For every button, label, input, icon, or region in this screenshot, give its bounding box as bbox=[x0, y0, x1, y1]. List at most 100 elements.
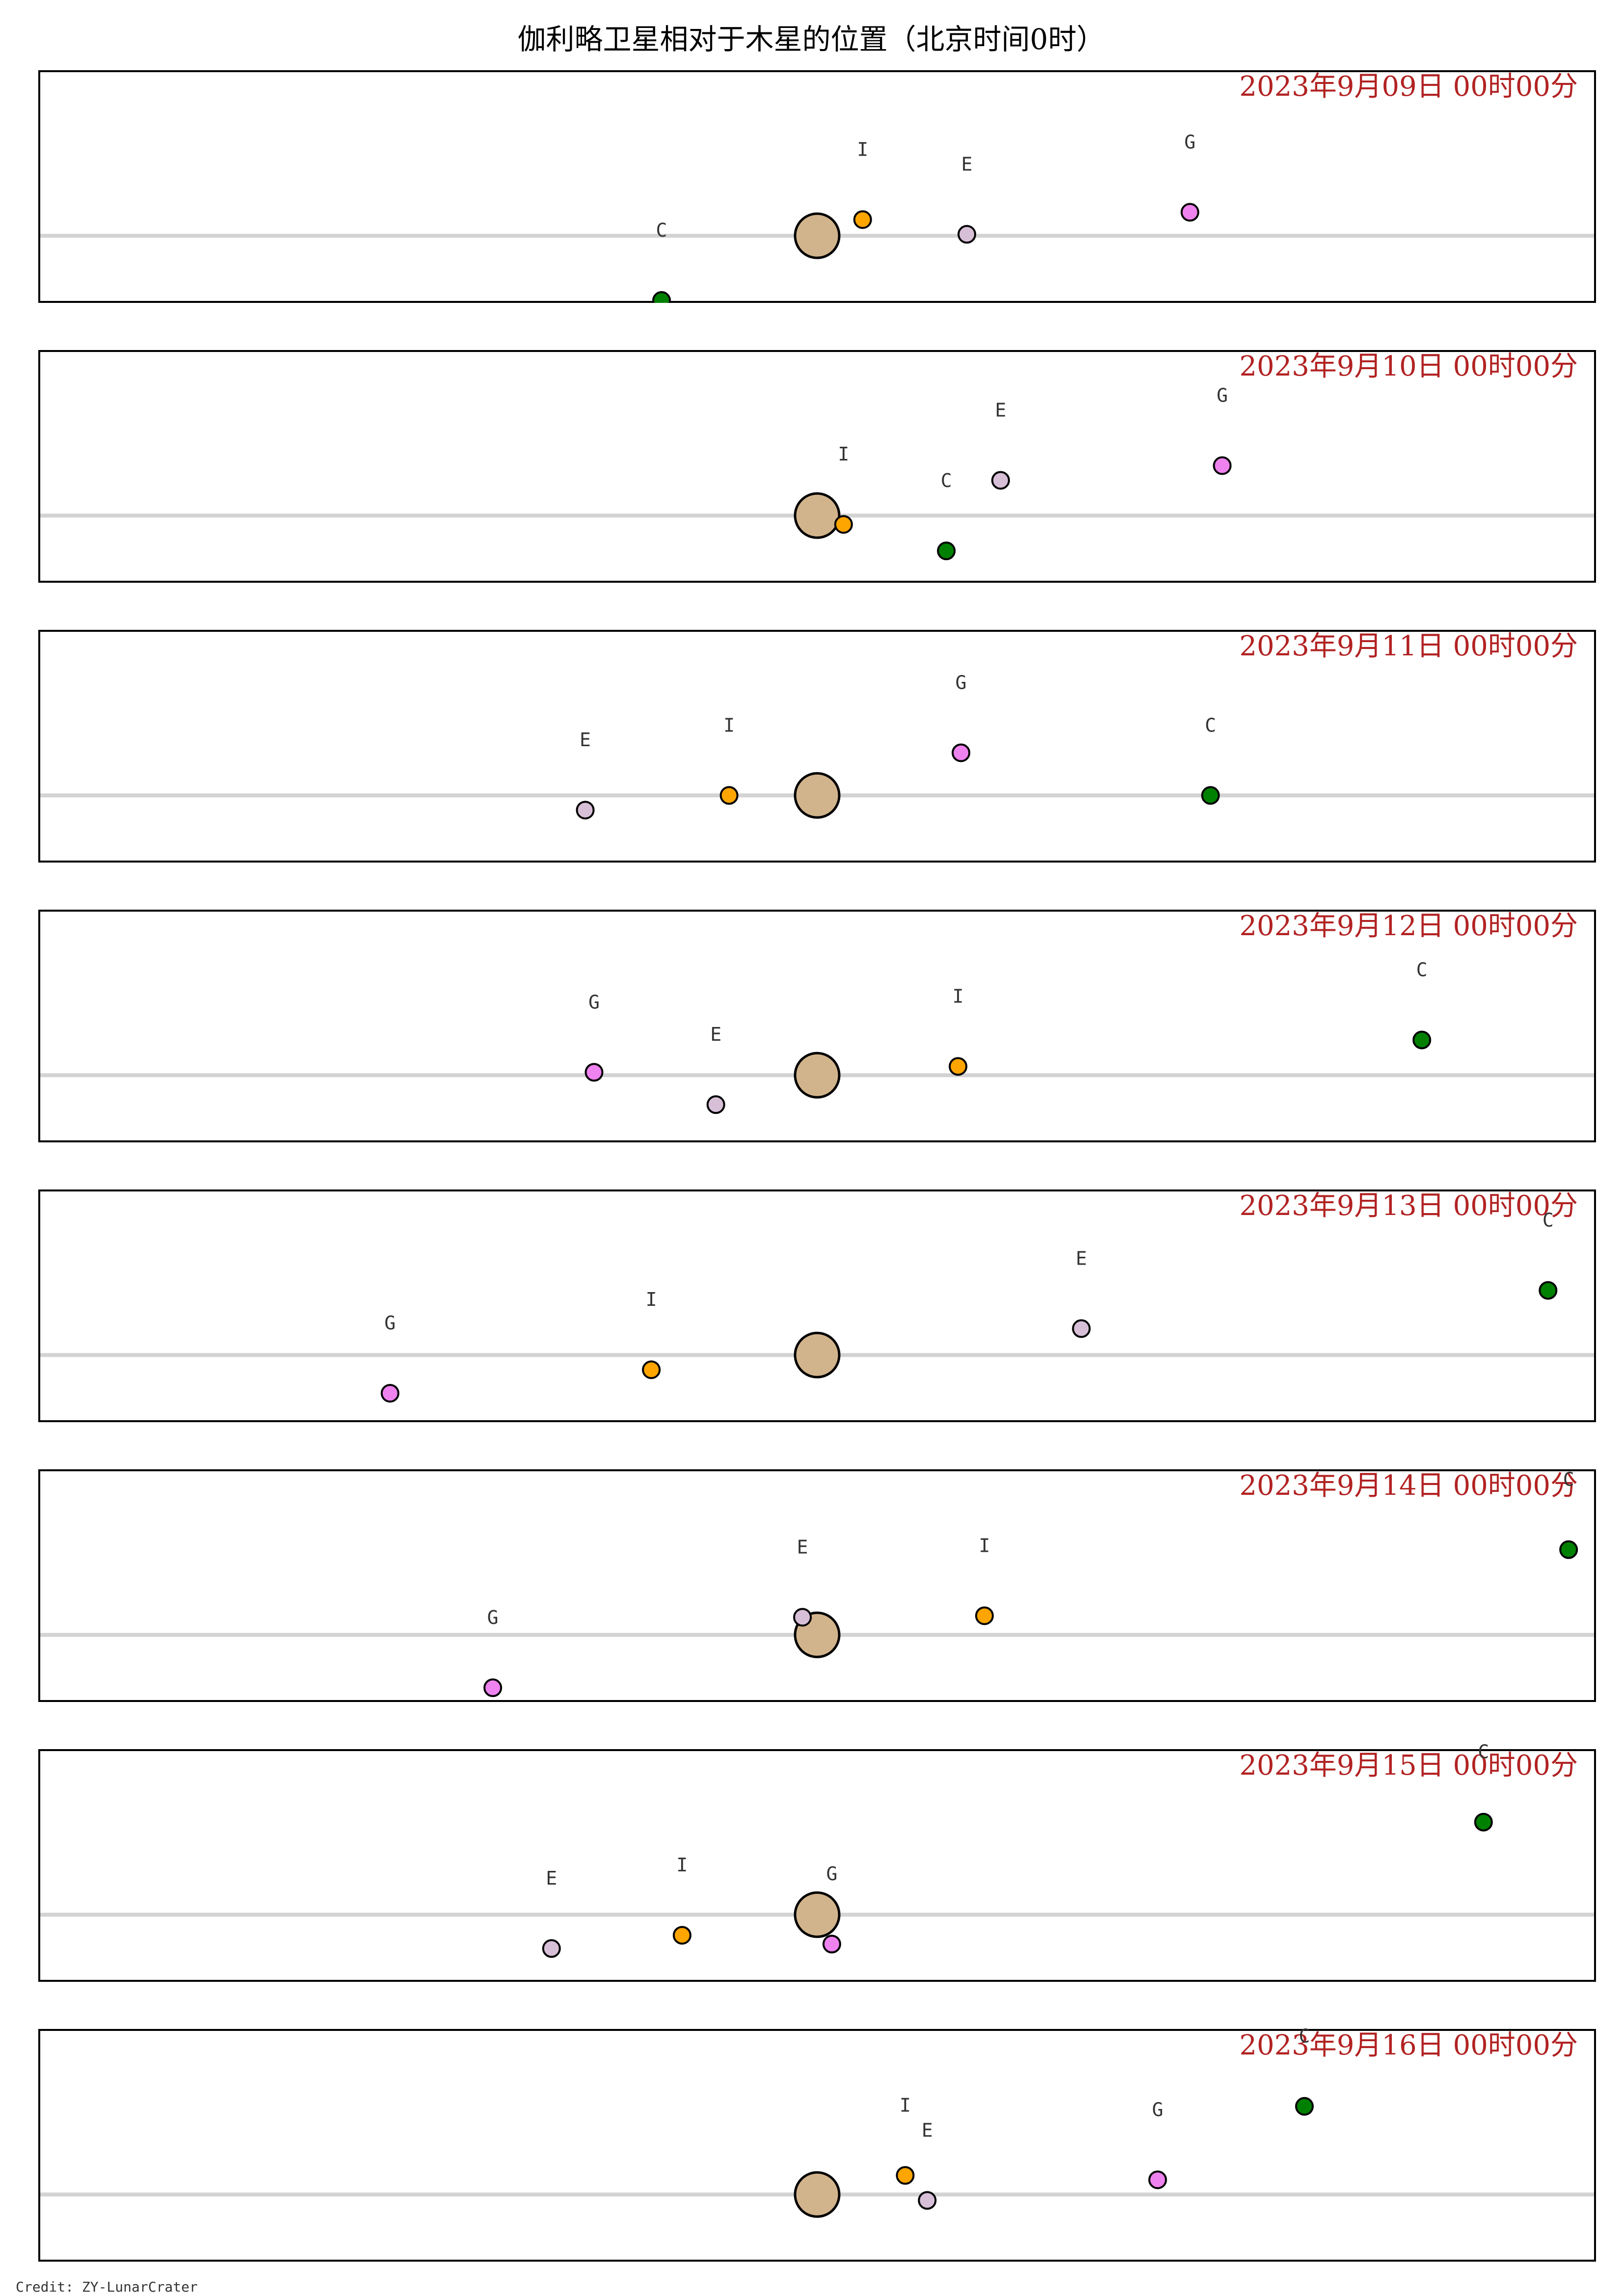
jupiter-disk bbox=[794, 1331, 841, 1378]
moon-point-callisto bbox=[1539, 1281, 1558, 1300]
moon-label-G: G bbox=[588, 991, 600, 1013]
panel-frame bbox=[38, 910, 1596, 1142]
moon-point-io bbox=[853, 210, 872, 229]
moon-label-I: I bbox=[953, 985, 964, 1007]
panel-frame bbox=[38, 1469, 1596, 1702]
panel-marks: I E G C bbox=[380, 1210, 1558, 1403]
panel-4: 2023年9月12日 00时00分 I E G C bbox=[38, 910, 1596, 1142]
moon-point-io bbox=[949, 1057, 968, 1076]
panel-8: 2023年9月16日 00时00分 IE G C bbox=[38, 2026, 1596, 2262]
moon-label-G: G bbox=[384, 1312, 396, 1334]
moon-point-callisto bbox=[937, 541, 956, 561]
jupiter-disk bbox=[794, 212, 841, 259]
moon-point-europa bbox=[958, 225, 977, 244]
panel-frame bbox=[38, 350, 1596, 583]
moon-point-io bbox=[896, 2166, 915, 2185]
panel-date: 2023年9月15日 00时00分 bbox=[1239, 1750, 1578, 1782]
moon-label-E: E bbox=[797, 1536, 808, 1558]
moon-label-E: E bbox=[710, 1024, 721, 1045]
moon-label-C: C bbox=[1205, 714, 1216, 736]
moon-point-callisto bbox=[1474, 1812, 1493, 1832]
moon-point-europa bbox=[991, 471, 1010, 490]
moon-label-G: G bbox=[1152, 2099, 1163, 2120]
jupiter-disk bbox=[794, 492, 841, 539]
moon-label-I: I bbox=[900, 2094, 911, 2116]
moon-point-callisto bbox=[1295, 2097, 1314, 2116]
moon-point-ganymede bbox=[483, 1678, 503, 1698]
panel-5: 2023年9月13日 00时00分 I E G C bbox=[38, 1189, 1596, 1422]
panel-marks: I E G C bbox=[585, 959, 1432, 1114]
moon-point-europa bbox=[706, 1095, 725, 1114]
moon-label-G: G bbox=[956, 672, 967, 693]
moon-label-C: C bbox=[1543, 1210, 1554, 1231]
panel-2: 2023年9月10日 00时00分 I E G C bbox=[38, 350, 1596, 583]
panel-date: 2023年9月14日 00时00分 bbox=[1239, 1470, 1578, 1502]
jupiter-disk bbox=[794, 1052, 841, 1099]
moon-label-E: E bbox=[546, 1867, 557, 1889]
panel-marks: IE G C bbox=[794, 2026, 1314, 2218]
panel-marks: I E G C bbox=[652, 131, 1199, 303]
panel-frame bbox=[38, 1749, 1596, 1982]
moon-point-ganymede bbox=[1213, 456, 1232, 475]
panel-frame bbox=[38, 1189, 1596, 1422]
moon-label-I: I bbox=[723, 714, 735, 736]
moon-point-io bbox=[975, 1606, 994, 1625]
moon-point-europa bbox=[542, 1939, 561, 1958]
panel-date: 2023年9月10日 00时00分 bbox=[1239, 351, 1578, 382]
panel-1: 2023年9月09日 00时00分 I E G C bbox=[38, 70, 1596, 303]
moon-point-io bbox=[834, 515, 853, 534]
panel-frame bbox=[38, 2029, 1596, 2262]
moon-point-europa bbox=[1072, 1319, 1091, 1338]
moon-point-callisto bbox=[1412, 1030, 1432, 1050]
moon-label-G: G bbox=[1184, 131, 1196, 153]
moon-point-ganymede bbox=[1180, 203, 1199, 222]
panel-7: 2023年9月15日 00时00分 I E G C bbox=[38, 1741, 1596, 1982]
moon-point-europa bbox=[793, 1608, 812, 1627]
moon-label-I: I bbox=[838, 443, 849, 465]
moon-point-europa bbox=[918, 2191, 937, 2210]
panel-marks: I E G C bbox=[576, 672, 1220, 820]
moon-label-E: E bbox=[580, 729, 591, 751]
credit-text: Credit: ZY-LunarCrater bbox=[16, 2279, 198, 2295]
moon-point-io bbox=[642, 1360, 661, 1379]
moon-label-C: C bbox=[656, 219, 667, 241]
moon-point-callisto bbox=[1201, 786, 1220, 805]
moon-point-callisto bbox=[1559, 1540, 1578, 1559]
panel-frame bbox=[38, 630, 1596, 863]
panel-6: 2023年9月14日 00时00分 I E G C bbox=[38, 1469, 1596, 1702]
moon-label-E: E bbox=[961, 153, 973, 175]
panel-marks: I E G C bbox=[483, 1469, 1578, 1698]
moon-label-I: I bbox=[646, 1289, 657, 1310]
moon-point-callisto bbox=[652, 291, 671, 303]
moon-label-C: C bbox=[1563, 1469, 1574, 1490]
moon-point-io bbox=[719, 786, 739, 805]
chart-title: 伽利略卫星相对于木星的位置（北京时间0时） bbox=[518, 23, 1105, 56]
panel-date: 2023年9月13日 00时00分 bbox=[1239, 1190, 1578, 1222]
panel-date: 2023年9月12日 00时00分 bbox=[1239, 910, 1578, 942]
moon-label-C: C bbox=[1299, 2026, 1310, 2047]
jupiter-disk bbox=[794, 772, 841, 819]
jupiter-disk bbox=[794, 1891, 841, 1938]
moon-label-E: E bbox=[922, 2119, 933, 2141]
panel-date: 2023年9月16日 00时00分 bbox=[1239, 2029, 1578, 2061]
moon-point-ganymede bbox=[585, 1063, 604, 1082]
moon-label-I: I bbox=[979, 1535, 990, 1556]
moon-label-C: C bbox=[1478, 1741, 1489, 1763]
moon-label-I: I bbox=[676, 1854, 688, 1876]
moon-label-E: E bbox=[1076, 1247, 1087, 1269]
moon-label-C: C bbox=[1416, 959, 1428, 980]
moon-label-I: I bbox=[857, 138, 868, 160]
panel-date: 2023年9月09日 00时00分 bbox=[1239, 71, 1578, 103]
moon-point-ganymede bbox=[952, 743, 971, 762]
moon-point-io bbox=[672, 1926, 692, 1945]
moon-label-C: C bbox=[941, 470, 952, 491]
moon-label-G: G bbox=[487, 1607, 499, 1628]
jupiter-disk bbox=[794, 2171, 841, 2218]
moon-point-ganymede bbox=[822, 1935, 841, 1954]
moon-label-E: E bbox=[995, 399, 1006, 421]
moon-point-ganymede bbox=[380, 1384, 399, 1403]
panel-date: 2023年9月11日 00时00分 bbox=[1239, 630, 1578, 662]
